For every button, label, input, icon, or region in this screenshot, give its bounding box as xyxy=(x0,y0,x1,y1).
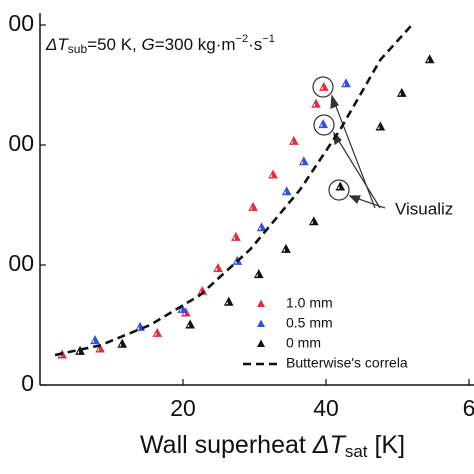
marker-hollow xyxy=(312,103,315,107)
x-axis-label-part: Δ xyxy=(312,431,330,459)
x-tick-label: 40 xyxy=(313,395,339,421)
legend-label: Butterwise's correla xyxy=(286,355,408,371)
annotation-part: G xyxy=(142,35,155,54)
marker-hollow xyxy=(250,206,253,210)
y-tick-label: 00 xyxy=(8,10,34,36)
marker xyxy=(311,98,321,108)
marker-hollow xyxy=(320,86,323,90)
annotation-part: T xyxy=(57,35,69,54)
marker xyxy=(424,54,435,64)
marker-hollow xyxy=(232,236,235,240)
legend-label: 0 mm xyxy=(286,335,321,351)
marker xyxy=(268,169,278,179)
marker-hollow xyxy=(234,260,237,264)
marker xyxy=(335,181,346,191)
marker xyxy=(318,119,328,129)
marker-hollow xyxy=(398,92,401,96)
annotation-part: −2 xyxy=(236,33,249,45)
marker-hollow xyxy=(343,82,346,86)
marker-hollow xyxy=(97,348,100,351)
marker xyxy=(288,135,299,145)
marker-hollow xyxy=(290,140,293,144)
y-tick-label: 0 xyxy=(21,370,34,396)
correlation-line xyxy=(54,24,413,357)
marker xyxy=(281,243,291,253)
annotation-part: Δ xyxy=(45,35,57,54)
marker xyxy=(248,201,258,211)
marker xyxy=(231,231,241,241)
x-axis-label: Wall superheat ΔTsat [K] xyxy=(140,431,405,462)
callout-markers xyxy=(312,76,386,209)
marker xyxy=(319,81,329,91)
marker-hollow xyxy=(426,58,429,62)
marker xyxy=(95,343,105,353)
annotation-part: =50 K, xyxy=(87,35,141,54)
marker-hollow xyxy=(179,308,182,312)
marker xyxy=(253,269,264,279)
marker-hollow xyxy=(77,350,80,354)
legend-marker xyxy=(257,319,265,327)
marker-hollow xyxy=(310,220,313,224)
marker xyxy=(117,338,128,348)
marker xyxy=(256,222,267,232)
legend-label: 0.5 mm xyxy=(286,315,333,331)
marker-hollow xyxy=(215,267,218,271)
marker-hollow xyxy=(320,123,323,127)
annotation-part: =300 kg·m xyxy=(155,35,236,54)
marker-hollow xyxy=(92,339,95,343)
marker-hollow xyxy=(119,343,122,347)
marker-hollow xyxy=(258,226,261,230)
marker-hollow xyxy=(154,332,157,336)
marker-hollow xyxy=(137,326,140,330)
marker-hollow xyxy=(377,126,380,129)
marker-hollow xyxy=(187,324,190,327)
annotation: ΔTsub=50 K, G=300 kg·m−2·s−1 xyxy=(45,33,275,56)
x-axis-label-part: sat xyxy=(345,442,368,461)
marker xyxy=(309,216,319,226)
annotation-part: ·s xyxy=(248,35,262,54)
y-tick-label: 00 xyxy=(8,250,34,276)
marker-hollow xyxy=(282,248,285,252)
legend-marker xyxy=(257,299,265,307)
annotation-part: −1 xyxy=(262,33,275,45)
legend-marker xyxy=(257,339,265,347)
marker xyxy=(375,121,386,131)
marker-hollow xyxy=(255,273,258,277)
x-tick-label: 6 xyxy=(463,395,474,421)
marker xyxy=(341,78,351,88)
marker xyxy=(223,296,234,306)
y-tick-label: 00 xyxy=(8,130,34,156)
annotation-part: sub xyxy=(68,42,88,56)
marker-hollow xyxy=(337,186,340,189)
marker-hollow xyxy=(199,290,202,294)
marker xyxy=(152,327,163,337)
marker-hollow xyxy=(300,160,303,164)
legend-label: 1.0 mm xyxy=(286,295,333,311)
marker-hollow xyxy=(270,174,273,177)
x-axis-label-part: T xyxy=(330,431,347,459)
x-axis-label-part: [K] xyxy=(368,431,406,459)
x-tick-label: 20 xyxy=(170,395,196,421)
marker xyxy=(281,186,292,196)
marker-hollow xyxy=(225,301,228,305)
marker xyxy=(213,263,223,273)
marker xyxy=(177,303,188,313)
marker-hollow xyxy=(283,190,286,194)
marker xyxy=(185,319,195,329)
x-axis-label-part: Wall superheat xyxy=(140,431,313,459)
marker xyxy=(75,345,85,355)
marker xyxy=(90,335,100,345)
callout-text: Visualiz xyxy=(395,199,453,218)
marker xyxy=(396,87,407,97)
marker xyxy=(299,156,309,166)
